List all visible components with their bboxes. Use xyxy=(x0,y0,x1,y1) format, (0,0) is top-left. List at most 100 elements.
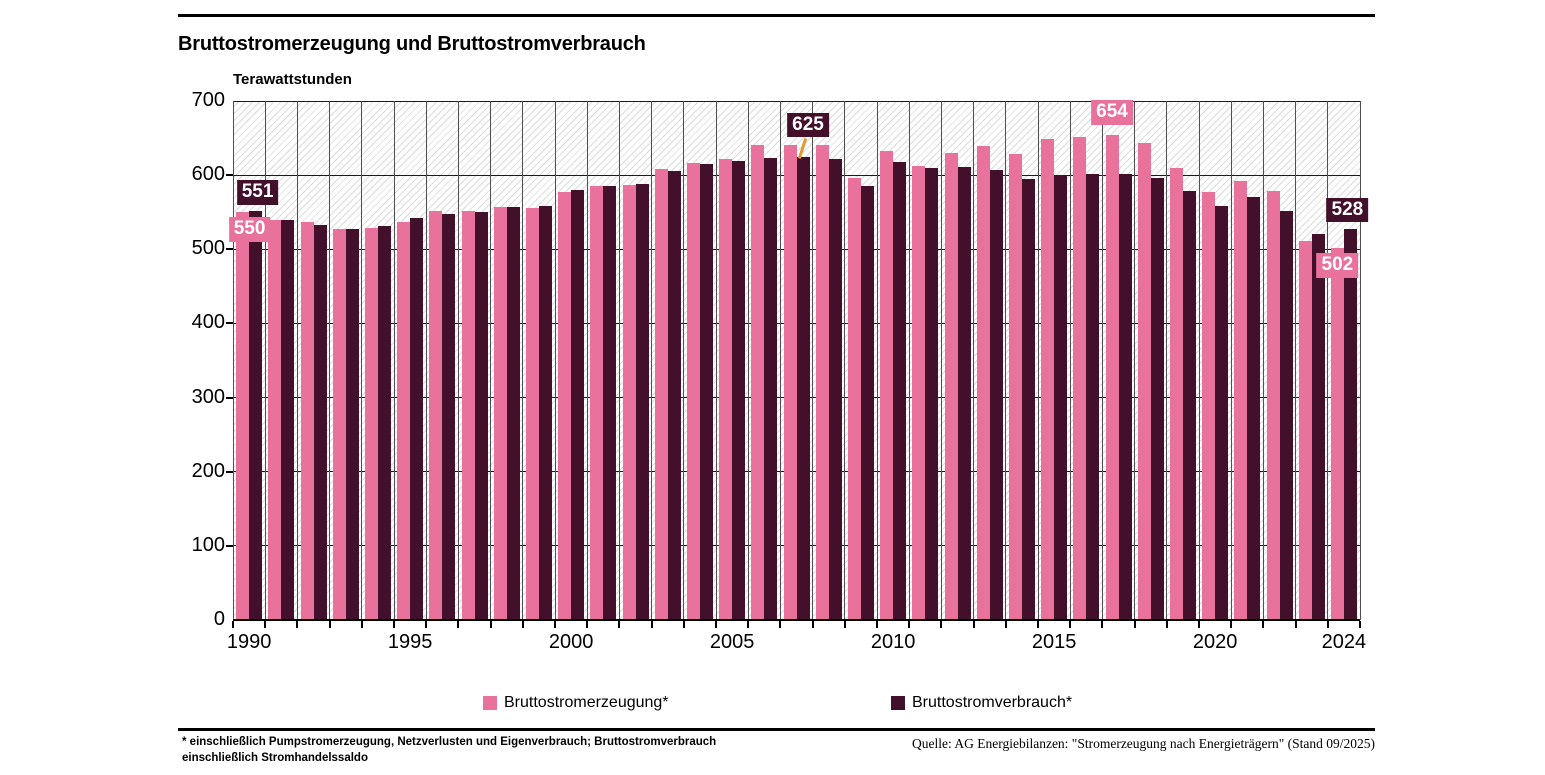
x-axis-tick xyxy=(1230,621,1233,628)
bar-generation-2001 xyxy=(590,185,604,620)
x-axis-tick xyxy=(264,621,267,628)
bar-consumption-2024 xyxy=(1343,228,1357,620)
gridline-vertical xyxy=(747,101,749,620)
bar-consumption-1997 xyxy=(474,212,488,620)
y-axis-unit-label: Terawattstunden xyxy=(233,71,352,88)
bar-consumption-2007 xyxy=(796,156,810,620)
bar-generation-2024 xyxy=(1330,247,1344,620)
data-label-551: 551 xyxy=(236,180,279,206)
gridline-vertical xyxy=(651,101,653,620)
bar-consumption-1995 xyxy=(410,218,424,620)
bar-generation-2008 xyxy=(815,144,829,620)
bar-generation-1990 xyxy=(236,212,250,620)
x-axis-label-1990: 1990 xyxy=(226,631,272,653)
bar-consumption-2010 xyxy=(893,161,907,620)
top-rule xyxy=(178,14,1375,17)
y-axis-tick xyxy=(226,174,233,177)
x-axis-label-2000: 2000 xyxy=(548,631,594,653)
bar-consumption-2012 xyxy=(957,166,971,620)
bar-generation-2010 xyxy=(880,150,894,620)
gridline-horizontal xyxy=(233,100,1360,102)
bar-generation-2011 xyxy=(912,165,926,620)
bar-consumption-1992 xyxy=(313,224,327,620)
y-axis-label: 100 xyxy=(191,533,225,556)
y-axis-tick xyxy=(226,248,233,251)
x-axis-tick xyxy=(554,621,556,628)
gridline-vertical xyxy=(844,101,846,620)
x-axis-tick xyxy=(1101,621,1104,628)
x-axis-tick xyxy=(715,621,717,628)
bar-consumption-2002 xyxy=(635,184,649,620)
bar-generation-1995 xyxy=(397,221,411,620)
bar-consumption-1994 xyxy=(377,226,391,620)
bar-consumption-2015 xyxy=(1054,175,1068,620)
bar-generation-1997 xyxy=(461,210,475,620)
gridline-vertical xyxy=(1198,101,1200,620)
gridline-vertical xyxy=(1166,101,1168,620)
x-axis-tick xyxy=(1359,621,1361,628)
data-label-528: 528 xyxy=(1326,197,1369,223)
bar-consumption-1991 xyxy=(281,219,295,620)
bar-generation-2007 xyxy=(783,144,797,620)
gridline-vertical xyxy=(1359,101,1361,620)
bar-generation-1998 xyxy=(493,207,507,620)
gridline-vertical xyxy=(457,101,459,620)
footnote: * einschließlich Pumpstromerzeugung, Net… xyxy=(182,735,716,766)
bar-generation-2012 xyxy=(944,152,958,620)
y-axis-tick xyxy=(226,396,233,399)
gridline-vertical xyxy=(1101,101,1103,620)
bar-consumption-2014 xyxy=(1021,178,1035,620)
x-axis-tick xyxy=(682,621,685,628)
legend-label-consumption: Bruttostromverbrauch* xyxy=(912,694,1073,711)
x-axis-tick xyxy=(908,621,911,628)
bar-consumption-2021 xyxy=(1247,197,1261,620)
x-axis-label-2020: 2020 xyxy=(1192,631,1238,653)
bar-generation-2021 xyxy=(1234,181,1248,620)
gridline-vertical xyxy=(586,101,588,620)
x-axis-tick xyxy=(586,621,589,628)
gridline-vertical xyxy=(554,101,556,620)
x-axis-label-2005: 2005 xyxy=(709,631,755,653)
bar-generation-2009 xyxy=(847,178,861,620)
data-label-502: 502 xyxy=(1316,252,1359,278)
bar-consumption-2000 xyxy=(571,189,585,620)
y-axis-label: 0 xyxy=(213,608,225,630)
bar-consumption-2009 xyxy=(860,185,874,620)
bar-consumption-1996 xyxy=(442,213,456,620)
bar-generation-1992 xyxy=(300,221,314,620)
bar-consumption-2022 xyxy=(1279,211,1293,620)
data-label-625: 625 xyxy=(787,112,829,138)
gridline-vertical xyxy=(1295,101,1297,620)
bar-generation-2020 xyxy=(1202,192,1216,620)
gridline-vertical xyxy=(264,101,266,620)
gridline-vertical xyxy=(1230,101,1232,620)
bar-generation-2017 xyxy=(1105,135,1119,620)
legend-label-generation: Bruttostromerzeugung* xyxy=(504,694,669,711)
x-axis-tick xyxy=(1069,621,1072,628)
x-axis-tick xyxy=(747,621,750,628)
bar-consumption-2005 xyxy=(732,161,746,620)
x-axis-tick xyxy=(1004,621,1007,628)
gridline-vertical xyxy=(425,101,427,620)
x-axis-tick xyxy=(457,621,460,628)
x-axis-tick xyxy=(489,621,492,628)
x-axis-tick xyxy=(876,621,878,628)
x-axis-tick xyxy=(1294,621,1297,628)
bar-generation-2015 xyxy=(1041,138,1055,620)
footnote-line-1: * einschließlich Pumpstromerzeugung, Net… xyxy=(182,736,717,748)
x-axis-tick xyxy=(521,621,524,628)
legend-item-consumption: Bruttostromverbrauch* xyxy=(891,694,1072,712)
bar-consumption-2023 xyxy=(1311,234,1325,620)
bar-consumption-2017 xyxy=(1118,173,1132,620)
gridline-vertical xyxy=(683,101,685,620)
data-label-654: 654 xyxy=(1091,100,1133,125)
bar-generation-2023 xyxy=(1298,241,1312,620)
gridline-vertical xyxy=(940,101,942,620)
bar-consumption-2011 xyxy=(925,167,939,620)
gridline-vertical xyxy=(1262,101,1264,620)
x-axis-tick xyxy=(843,621,846,628)
x-axis-tick xyxy=(779,621,782,628)
x-axis-label-2010: 2010 xyxy=(870,631,916,653)
bar-generation-1991 xyxy=(268,219,282,620)
